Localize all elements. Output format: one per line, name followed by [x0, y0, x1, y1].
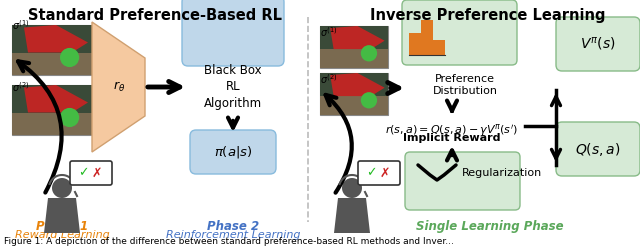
Text: Implicit Reward: Implicit Reward: [403, 133, 500, 143]
Bar: [12, 85, 92, 112]
Bar: [320, 26, 388, 68]
Text: ✗: ✗: [92, 167, 102, 179]
Bar: [320, 73, 388, 96]
Bar: [320, 49, 388, 68]
Text: ✓: ✓: [366, 167, 376, 179]
Circle shape: [355, 185, 359, 189]
Text: ✓: ✓: [78, 167, 88, 179]
Polygon shape: [92, 22, 145, 152]
Polygon shape: [334, 198, 370, 233]
Text: $\sigma^{(2)}$: $\sigma^{(2)}$: [320, 72, 338, 86]
FancyBboxPatch shape: [556, 17, 640, 71]
Circle shape: [361, 92, 377, 108]
Text: $r_\theta$: $r_\theta$: [113, 80, 125, 94]
Text: Reward Learning: Reward Learning: [15, 230, 109, 240]
Bar: [12, 25, 92, 75]
Text: $\pi(a|s)$: $\pi(a|s)$: [214, 144, 252, 160]
Text: Black Box
RL
Algorithm: Black Box RL Algorithm: [204, 64, 262, 110]
Text: $\sigma^{(1)}$: $\sigma^{(1)}$: [12, 18, 29, 32]
Circle shape: [60, 48, 79, 67]
FancyBboxPatch shape: [405, 152, 520, 210]
Text: Single Learning Phase: Single Learning Phase: [416, 220, 564, 233]
Polygon shape: [24, 85, 88, 112]
Text: Inverse Preference Learning: Inverse Preference Learning: [371, 8, 605, 23]
Text: $Q(s,a)$: $Q(s,a)$: [575, 141, 621, 158]
Polygon shape: [24, 25, 88, 52]
Text: ✗: ✗: [380, 167, 390, 179]
Circle shape: [52, 178, 72, 198]
Polygon shape: [44, 198, 80, 233]
Polygon shape: [330, 26, 385, 49]
Text: $V^\pi(s)$: $V^\pi(s)$: [580, 36, 616, 52]
Bar: [409, 33, 421, 55]
Text: $\sigma^{(2)}$: $\sigma^{(2)}$: [12, 80, 29, 94]
Bar: [433, 40, 445, 55]
Circle shape: [67, 185, 71, 189]
Bar: [12, 52, 92, 75]
Text: Figure 1: A depiction of the difference between standard preference-based RL met: Figure 1: A depiction of the difference …: [4, 237, 454, 246]
Polygon shape: [330, 73, 385, 96]
Circle shape: [361, 45, 377, 61]
Text: Standard Preference-Based RL: Standard Preference-Based RL: [28, 8, 282, 23]
Text: Phase 2: Phase 2: [207, 220, 259, 233]
Circle shape: [350, 190, 356, 196]
Text: $r(s,a) = Q(s,a) - \gamma V^\pi(s^\prime)$: $r(s,a) = Q(s,a) - \gamma V^\pi(s^\prime…: [385, 122, 518, 138]
Circle shape: [342, 178, 362, 198]
FancyBboxPatch shape: [182, 0, 284, 66]
Text: Preference
Distribution: Preference Distribution: [433, 74, 497, 96]
Text: Phase 1: Phase 1: [36, 220, 88, 233]
Circle shape: [60, 108, 79, 127]
Bar: [320, 26, 388, 49]
Circle shape: [62, 190, 68, 196]
FancyBboxPatch shape: [70, 161, 112, 185]
FancyBboxPatch shape: [556, 122, 640, 176]
Bar: [320, 73, 388, 115]
Bar: [12, 112, 92, 135]
Bar: [12, 85, 92, 135]
Bar: [320, 96, 388, 115]
Text: Regularization: Regularization: [462, 168, 542, 178]
FancyBboxPatch shape: [358, 161, 400, 185]
Text: Reinforcement Learning: Reinforcement Learning: [166, 230, 300, 240]
FancyBboxPatch shape: [402, 0, 517, 65]
Text: $\sigma^{(1)}$: $\sigma^{(1)}$: [320, 25, 338, 39]
Bar: [12, 25, 92, 52]
Bar: [421, 20, 433, 55]
FancyBboxPatch shape: [190, 130, 276, 174]
